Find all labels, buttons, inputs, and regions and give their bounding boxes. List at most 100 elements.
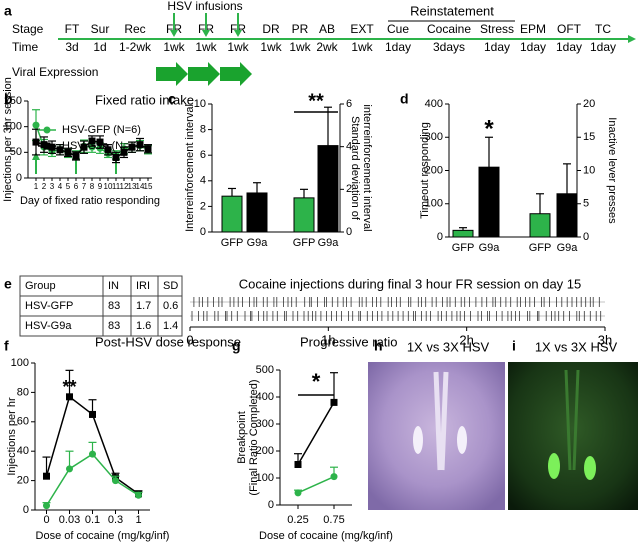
y-tick-label: 50 <box>10 146 22 158</box>
y-tick-label: 4 <box>346 141 352 153</box>
stage-label: Stress <box>480 22 514 36</box>
time-label: 1d <box>93 40 106 54</box>
time-label: 1-2wk <box>119 40 152 54</box>
y2-axis-label: Standard deviation of <box>349 116 361 221</box>
y-tick-label: 2 <box>200 200 206 212</box>
stage-label: AB <box>319 22 335 36</box>
y-tick-label: 100 <box>425 198 443 210</box>
x-tick-label: 2h <box>459 332 473 347</box>
marker <box>56 146 64 154</box>
y-tick-label: 10 <box>194 98 206 110</box>
x-tick-label: GFP <box>529 242 552 254</box>
x-tick-label: 10 <box>104 182 113 191</box>
x-axis-label: Dose of cocaine (mg/kg/inf) <box>259 530 393 542</box>
y-tick-label: 6 <box>346 98 352 110</box>
x-tick-label: 8 <box>90 182 95 191</box>
row-label: Time <box>12 40 39 54</box>
marker <box>32 121 40 129</box>
x-tick-label: 15 <box>144 182 153 191</box>
stage-label: PR <box>292 22 309 36</box>
infusions-label: HSV infusions <box>167 0 242 13</box>
marker <box>112 153 120 161</box>
legend-label: HSV-G9a (N=7) <box>62 140 139 152</box>
panel-letter: a <box>4 3 12 19</box>
stage-label: DR <box>262 22 280 36</box>
y-tick-label: 0 <box>583 231 589 243</box>
infusion-arrowhead <box>202 30 210 37</box>
y-tick-label: 0 <box>23 504 29 516</box>
x-tick-label: G9a <box>318 237 340 249</box>
reinstatement-label: Reinstatement <box>410 3 494 18</box>
y-tick-label: 100 <box>11 357 29 369</box>
annotation: * <box>484 115 494 142</box>
x-tick-label: 0.75 <box>323 514 344 526</box>
row-label: Stage <box>12 22 44 36</box>
y-tick-label: 40 <box>17 445 29 457</box>
time-label: 2wk <box>316 40 338 54</box>
x-tick-label: 0 <box>186 332 193 347</box>
time-label: 1wk <box>260 40 282 54</box>
marker <box>120 148 128 156</box>
marker <box>330 473 338 481</box>
viral-label: Viral Expression <box>12 65 98 79</box>
y-tick-label: 0 <box>16 172 22 184</box>
marker <box>32 138 40 146</box>
y-tick-label: 100 <box>256 472 274 484</box>
table-cell: 83 <box>108 300 120 312</box>
y2-axis-label: interreinforcement interval <box>361 104 373 231</box>
table-cell: 1.4 <box>163 320 178 332</box>
annotation: * <box>312 369 321 394</box>
marker <box>294 489 302 497</box>
panel-letter: c <box>168 91 176 107</box>
bar <box>478 166 500 238</box>
bar <box>293 197 315 233</box>
y-axis-label: Injections per hr <box>6 397 18 476</box>
legend-marker <box>43 126 51 134</box>
bar <box>246 192 268 233</box>
x-tick-label: 3 <box>50 182 55 191</box>
x-tick-label: 0.25 <box>287 514 308 526</box>
marker <box>64 148 72 156</box>
table-cell: HSV-G9a <box>25 320 72 332</box>
y-tick-label: 5 <box>583 198 589 210</box>
table-cell: 1.7 <box>136 300 151 312</box>
x-tick-label: 1 <box>135 514 141 526</box>
viral-arrow <box>188 62 220 86</box>
time-label: 1day <box>556 40 582 54</box>
ventricle <box>413 426 423 454</box>
y-tick-label: 300 <box>256 418 274 430</box>
x-tick-label: 4 <box>58 182 63 191</box>
table-header: SD <box>163 280 178 292</box>
marker <box>80 143 88 151</box>
chart-title: Progressive ratio <box>300 334 398 349</box>
bar <box>556 193 578 238</box>
time-label: 1wk <box>227 40 249 54</box>
x-tick-label: 13 <box>128 182 137 191</box>
y-axis-label: Injections per 3hr session <box>2 77 14 202</box>
infusion-arrowhead <box>170 30 178 37</box>
x-tick-label: 0.03 <box>59 514 80 526</box>
marker <box>104 146 112 154</box>
time-label: 1wk <box>195 40 217 54</box>
time-label: 3d <box>65 40 78 54</box>
panel-letter: g <box>232 338 241 354</box>
time-label: 1wk <box>163 40 185 54</box>
series-line <box>45 453 139 506</box>
panel-letter: e <box>4 276 12 292</box>
marker <box>89 450 96 458</box>
stage-label: EXT <box>350 22 374 36</box>
y-axis-label: Timeout responding <box>419 122 431 219</box>
x-axis-label: Day of fixed ratio responding <box>20 195 160 207</box>
x-tick-label: 2 <box>42 182 47 191</box>
stage-label: OFT <box>557 22 582 36</box>
chart-title: Post-HSV dose response <box>95 334 241 349</box>
y-tick-label: 200 <box>256 445 274 457</box>
marker <box>48 143 56 151</box>
ventricle <box>457 426 467 454</box>
time-label: 1day <box>520 40 546 54</box>
x-tick-label: 9 <box>98 182 103 191</box>
stage-label: Sur <box>91 22 110 36</box>
time-label: 3days <box>433 40 465 54</box>
table-cell: 0.6 <box>163 300 178 312</box>
